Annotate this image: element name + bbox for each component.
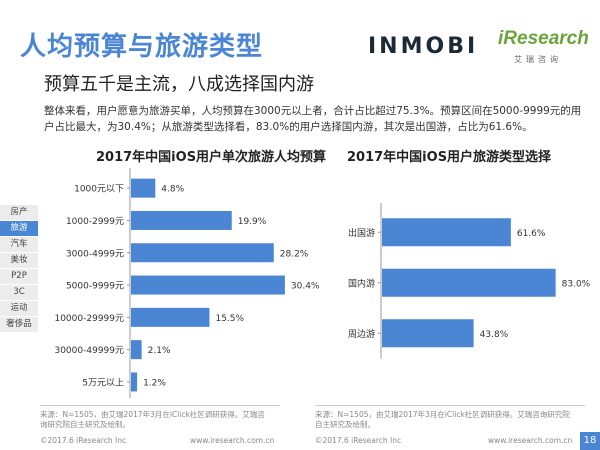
- sidebar-item-sports[interactable]: 运动: [0, 301, 38, 317]
- chart-0-bar: [131, 275, 285, 295]
- chart-0-category-label: 3000-4999元: [66, 249, 124, 259]
- sidebar-item-auto[interactable]: 汽车: [0, 237, 38, 253]
- iresearch-logo: iResearch 艾瑞咨询: [498, 28, 589, 68]
- page-number: 18: [580, 432, 600, 450]
- website-right[interactable]: www.iresearch.com.cn: [488, 436, 573, 445]
- category-sidebar: 房产 旅游 汽车 美妆 P2P 3C 运动 奢侈品: [0, 205, 38, 333]
- chart-0-bar: [131, 243, 274, 263]
- chart-0-value-label: 1.2%: [143, 378, 166, 388]
- sidebar-item-travel[interactable]: 旅游: [0, 221, 38, 237]
- chart-1-category-label: 周边游: [348, 328, 375, 340]
- sidebar-item-3c[interactable]: 3C: [0, 285, 38, 301]
- chart-0-category-label: 5万元以上: [82, 377, 124, 388]
- chart-0-value-label: 4.8%: [161, 185, 184, 195]
- website-left[interactable]: www.iresearch.com.cn: [190, 436, 275, 445]
- chart-0-category-label: 30000-49999元: [54, 346, 124, 356]
- chart-1-bar: [382, 268, 556, 297]
- source-note-right: 来源：N=1505，由艾瑞2017年3月在iClick社区调研获得。艾瑞咨询研究…: [315, 410, 570, 429]
- page-title: 人均预算与旅游类型: [20, 32, 264, 62]
- chart-1-value-label: 43.8%: [480, 330, 509, 340]
- sidebar-item-luxury[interactable]: 奢侈品: [0, 317, 38, 333]
- chart-0-category-label: 5000-9999元: [66, 282, 124, 292]
- chart-1-bar: [382, 218, 511, 247]
- chart-0-category-label: 10000-29999元: [54, 314, 124, 324]
- iresearch-logo-word: iResearch: [498, 28, 589, 49]
- chart-0-bar: [131, 307, 210, 327]
- footer-divider-left: [40, 405, 280, 406]
- page-subtitle: 预算五千是主流，八成选择国内游: [44, 74, 314, 95]
- footer-divider-right: [315, 405, 585, 406]
- copyright-left: ©2017.6 iResearch Inc: [40, 436, 127, 445]
- source-note-left: 来源：N=1505，由艾瑞2017年3月在iClick社区调研获得。艾瑞咨询研究…: [40, 410, 265, 429]
- chart-0-value-label: 19.9%: [238, 217, 267, 227]
- chart-0-category-label: 1000-2999元: [66, 217, 124, 227]
- chart-title-travel-type: 2017年中国iOS用户旅游类型选择: [347, 150, 552, 165]
- copyright-right: ©2017.6 iResearch Inc: [315, 436, 402, 445]
- sidebar-item-beauty[interactable]: 美妆: [0, 253, 38, 269]
- chart-0-bar: [131, 178, 156, 198]
- summary-paragraph: 整体来看，用户愿意为旅游买单，人均预算在3000元以上者，合计占比超过75.3%…: [44, 105, 582, 133]
- chart-1-value-label: 61.6%: [517, 229, 546, 239]
- chart-1-category-label: 国内游: [348, 277, 375, 289]
- chart-1-bar: [382, 319, 474, 348]
- chart-0-category-label: 1000元以下: [74, 185, 124, 195]
- iresearch-logo-tag: 艾瑞咨询: [514, 55, 562, 64]
- chart-1-category-label: 出国游: [348, 227, 375, 239]
- chart-0-value-label: 30.4%: [291, 282, 320, 292]
- chart-0-value-label: 28.2%: [280, 249, 309, 259]
- inmobi-logo: INMOBI: [368, 34, 479, 59]
- chart-0-bar: [131, 372, 138, 392]
- chart-0-bar: [131, 340, 142, 360]
- chart-0-value-label: 2.1%: [148, 346, 171, 356]
- chart-0-value-label: 15.5%: [215, 314, 244, 324]
- chart-title-budget: 2017年中国iOS用户单次旅游人均预算: [96, 150, 327, 165]
- sidebar-item-p2p[interactable]: P2P: [0, 269, 38, 285]
- chart-1-value-label: 83.0%: [562, 279, 591, 289]
- chart-0-bar: [131, 210, 232, 230]
- sidebar-item-real-estate[interactable]: 房产: [0, 205, 38, 221]
